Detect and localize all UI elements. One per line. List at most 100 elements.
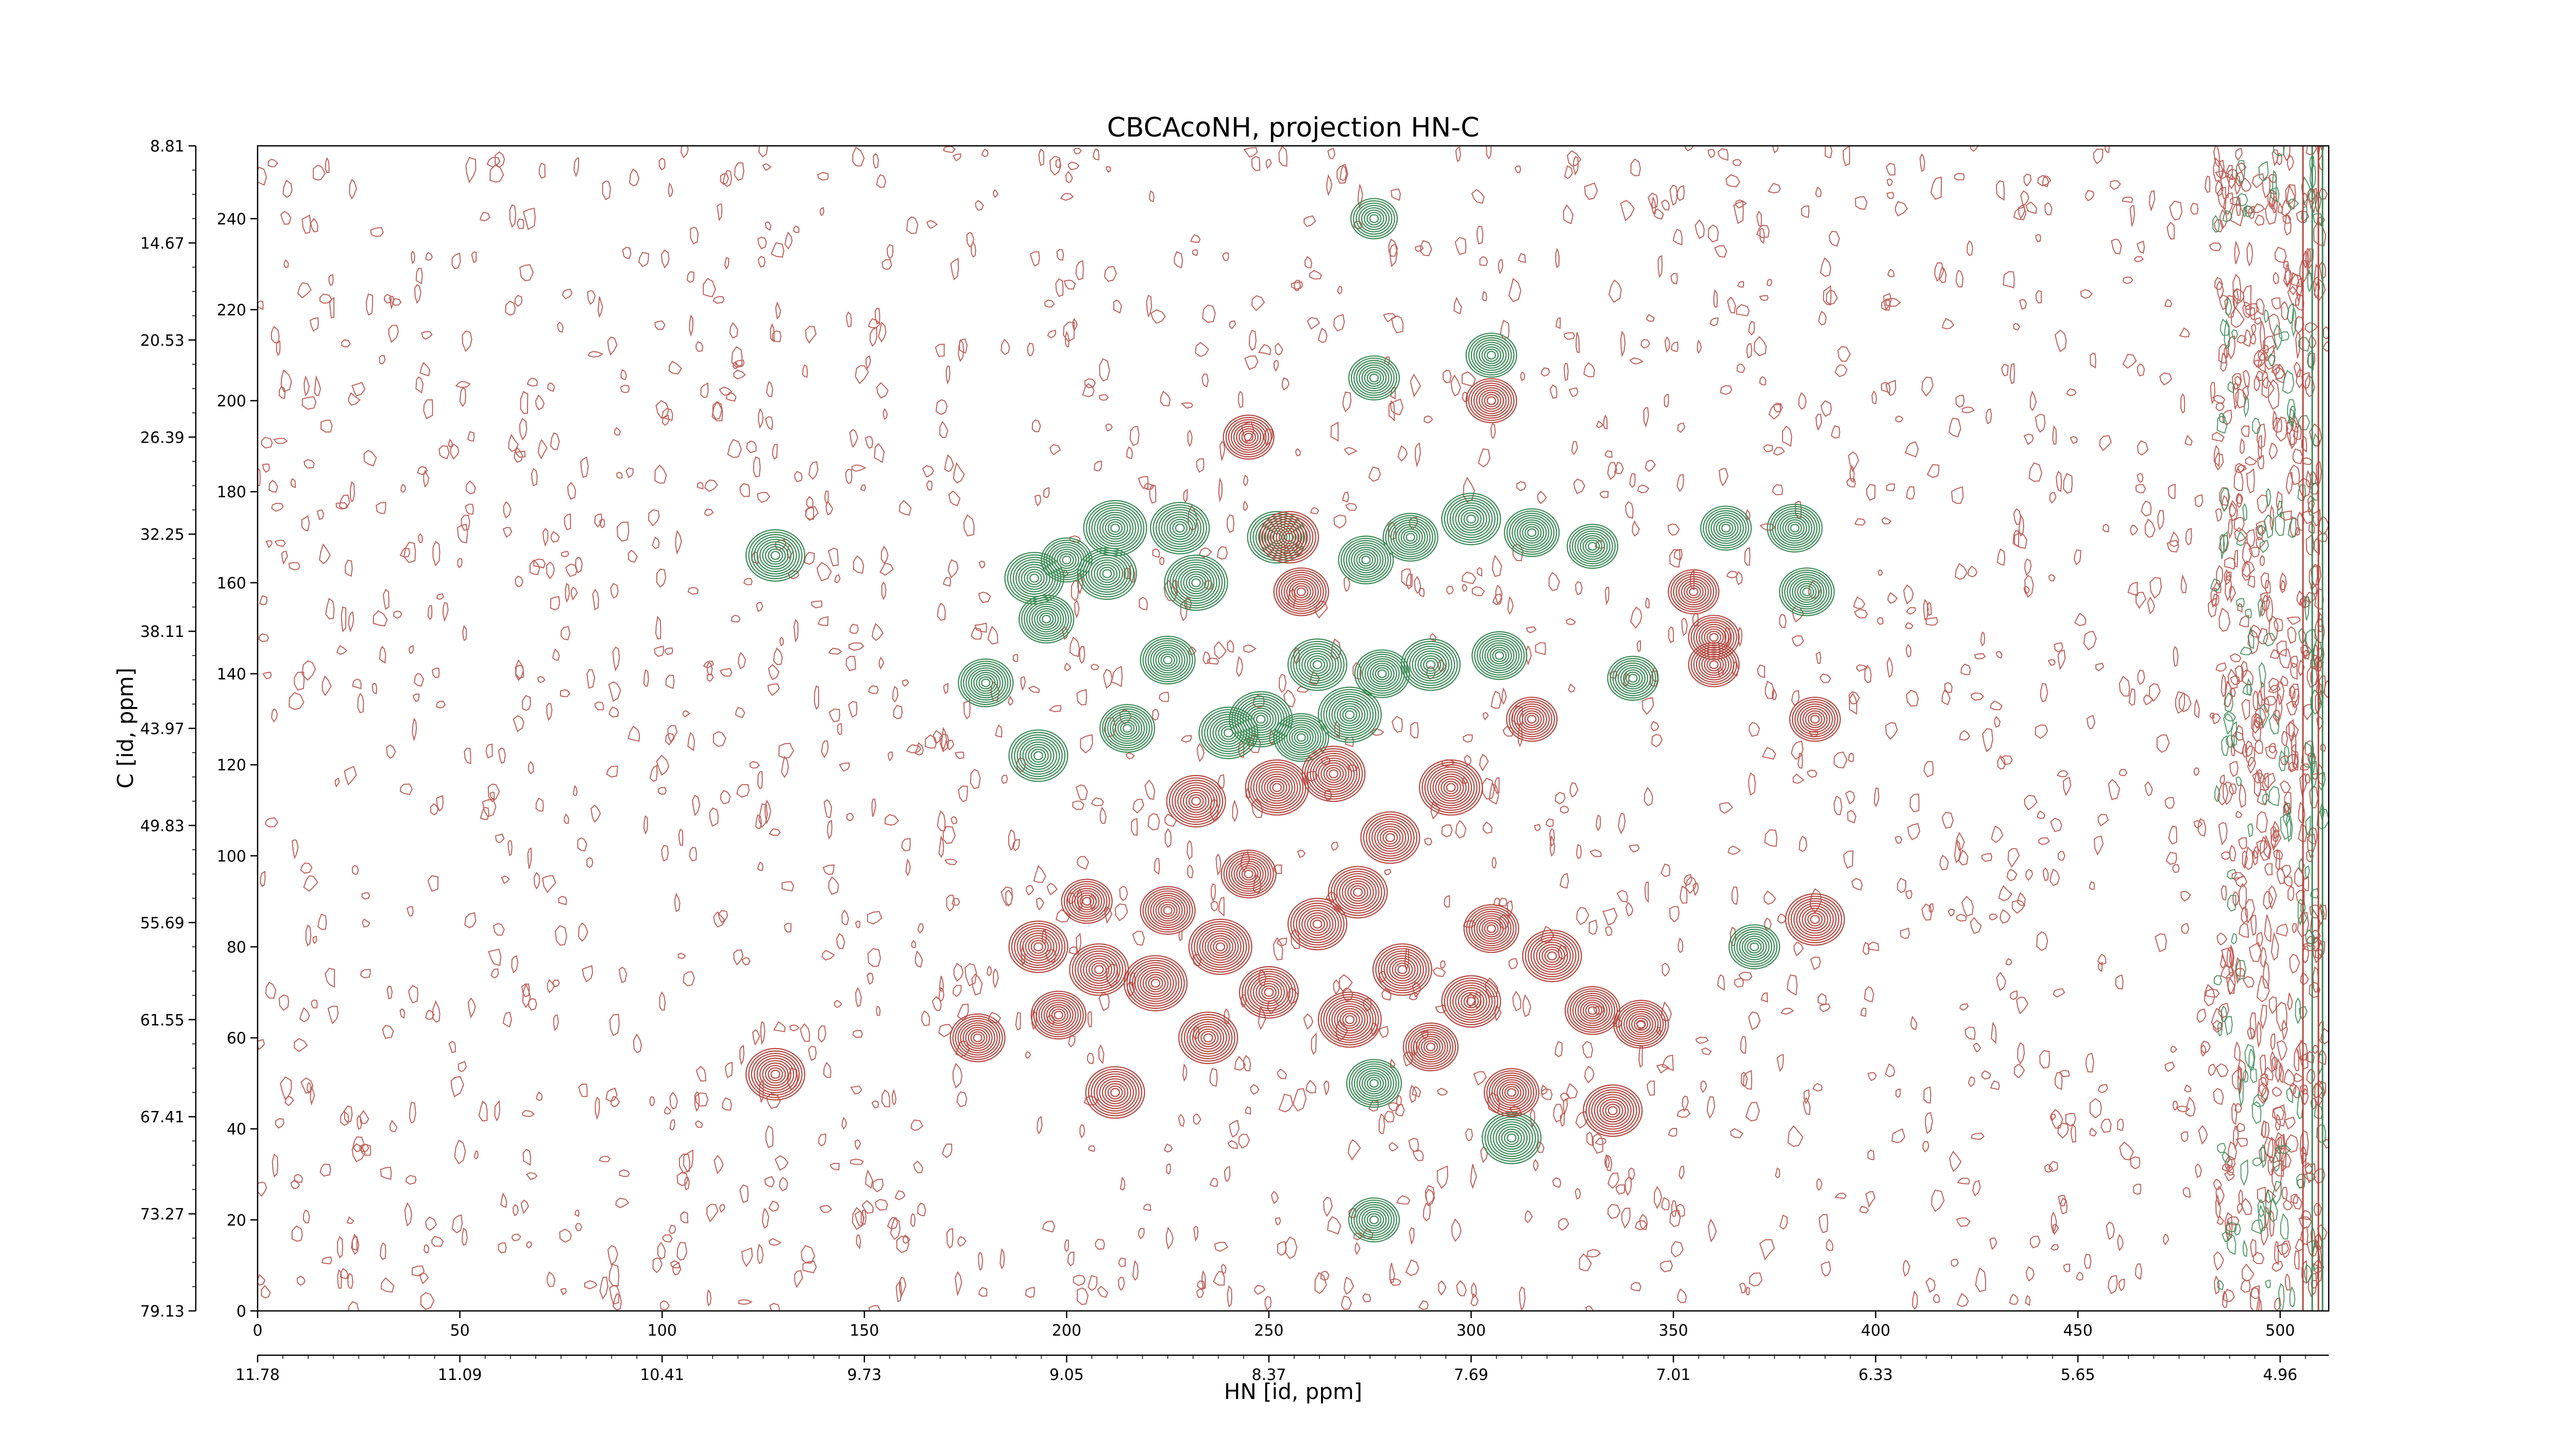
peak-contour-level <box>1140 969 1172 998</box>
peak-contour-level <box>1799 905 1831 934</box>
peak-contour-level <box>1607 1106 1618 1116</box>
peak-contour-level <box>1378 948 1427 991</box>
peak-contour-level <box>1634 1017 1649 1031</box>
peak-contour-level <box>1519 521 1545 544</box>
peak-contour-level <box>1389 957 1416 982</box>
x-ppm-tick-label: 9.73 <box>847 1366 882 1384</box>
peak-contour-level <box>1351 1200 1398 1240</box>
peak-contour-level <box>1197 1028 1219 1048</box>
peak-contour-level <box>1583 1084 1643 1137</box>
peak-contour-level <box>1440 778 1462 797</box>
peak-contour-level <box>962 1024 993 1051</box>
peak-contour-level <box>1393 521 1428 553</box>
peak-contour-level <box>762 544 789 567</box>
peak-contour-level <box>1264 516 1314 559</box>
peak-contour-level <box>1107 1085 1123 1100</box>
peak-contour-level <box>1261 523 1293 552</box>
peak-contour-level <box>1016 736 1060 775</box>
peak-contour-level <box>1461 510 1482 529</box>
peak-contour-level <box>1524 712 1539 726</box>
peak-contour-level <box>1244 432 1253 442</box>
peak-contour-level <box>1273 713 1329 762</box>
peak-contour-level <box>1509 512 1555 553</box>
peak-contour-level <box>1247 511 1307 564</box>
peak-contour-level <box>1769 506 1820 550</box>
peak-contour-level <box>1310 753 1358 795</box>
peak-contour-level <box>1086 502 1145 554</box>
peak-contour-level <box>1172 562 1220 604</box>
peak-contour-level <box>1392 960 1413 979</box>
peak-contour-level <box>1372 665 1392 683</box>
peak-contour-level <box>1473 385 1510 417</box>
peak-contour-level <box>958 658 1014 707</box>
peak-contour-level <box>1318 760 1350 788</box>
peak-contour-level <box>1780 515 1810 542</box>
peak-contour-level <box>1426 1042 1436 1052</box>
peak-contour-level <box>1782 517 1807 540</box>
peak-contour-level <box>1577 997 1608 1024</box>
peak-contour-level <box>1785 519 1805 537</box>
peak-contour-level <box>1487 644 1512 667</box>
peak-positive <box>958 658 1014 707</box>
peak-contour-level <box>1336 1008 1363 1032</box>
peak-contour-level <box>1021 566 1048 590</box>
peak-contour-level <box>1461 992 1482 1011</box>
peak-contour-level <box>1083 955 1115 984</box>
peak-contour-level <box>1387 517 1433 558</box>
peak-contour-level <box>1022 741 1055 770</box>
peak-negative <box>1123 955 1188 1012</box>
y-ppm-axis: 79.13 73.27 67.41 61.55 55.69 49.83 43.97 38.11… <box>140 138 197 1321</box>
peak-contour-level <box>1741 935 1767 958</box>
peak-contour-level <box>1293 902 1342 946</box>
peak-contour-level <box>1091 1071 1140 1114</box>
peak-contour-level <box>1432 771 1469 804</box>
peak-contour-level <box>1420 655 1442 675</box>
peak-contour-level <box>1361 1072 1387 1094</box>
peak-contour-level <box>1203 1033 1213 1042</box>
peak-contour-level <box>1406 643 1455 686</box>
peak-contour-level <box>751 534 800 577</box>
peak-contour-level <box>1096 512 1134 545</box>
peak-contour-level <box>1102 706 1153 751</box>
peak-contour-level <box>1385 833 1395 843</box>
peak-contour-level <box>1386 955 1419 984</box>
peak-contour-level <box>1011 732 1066 780</box>
peak-contour-level <box>1304 912 1331 936</box>
peak-contour-level <box>1270 520 1308 554</box>
peak-contour-level <box>1569 990 1616 1031</box>
peak-contour-level <box>1126 957 1185 1009</box>
peak-contour-level <box>1294 585 1309 599</box>
peak-contour-level <box>1458 989 1485 1014</box>
peak-contour-level <box>1468 908 1514 949</box>
peak-contour-level <box>1343 540 1389 580</box>
peak-contour-level <box>1696 621 1732 653</box>
peak-contour-level <box>1094 965 1104 974</box>
x-ppm-tick-label: 7.69 <box>1454 1366 1488 1384</box>
peak-contour-level <box>1273 523 1306 552</box>
x-axis-label: HN [id, ppm] <box>1224 1379 1362 1404</box>
peak-contour-level <box>1348 1061 1400 1106</box>
peak-contour-level <box>1357 651 1408 696</box>
peak-contour-level <box>1258 983 1280 1002</box>
peak-positive <box>1481 1111 1542 1165</box>
peak-contour-level <box>1791 699 1838 740</box>
peak-contour-level <box>1312 755 1355 793</box>
peak-contour-level <box>1296 645 1340 684</box>
peak-contour-level <box>1259 511 1319 564</box>
peak-contour-level <box>1298 907 1336 941</box>
peak-contours <box>745 198 1845 1243</box>
peak-positive <box>1566 524 1619 569</box>
peak-contour-level <box>1506 1088 1517 1097</box>
peak-contour-level <box>1501 1128 1522 1148</box>
peak-contour-level <box>1160 904 1175 917</box>
peak-contour-level <box>1283 722 1319 753</box>
peak-contour-level <box>1245 705 1277 733</box>
peak-positive <box>1338 535 1394 585</box>
peak-contour-level <box>759 1060 792 1089</box>
peak-contour-level <box>1494 1077 1530 1108</box>
peak-contour-level <box>1272 783 1282 793</box>
peak-contour-level <box>1686 585 1701 599</box>
peak-contour-level <box>1233 861 1264 887</box>
y-ppm-tick-label: 8.81 <box>150 138 184 156</box>
peak-contour-level <box>745 529 806 582</box>
